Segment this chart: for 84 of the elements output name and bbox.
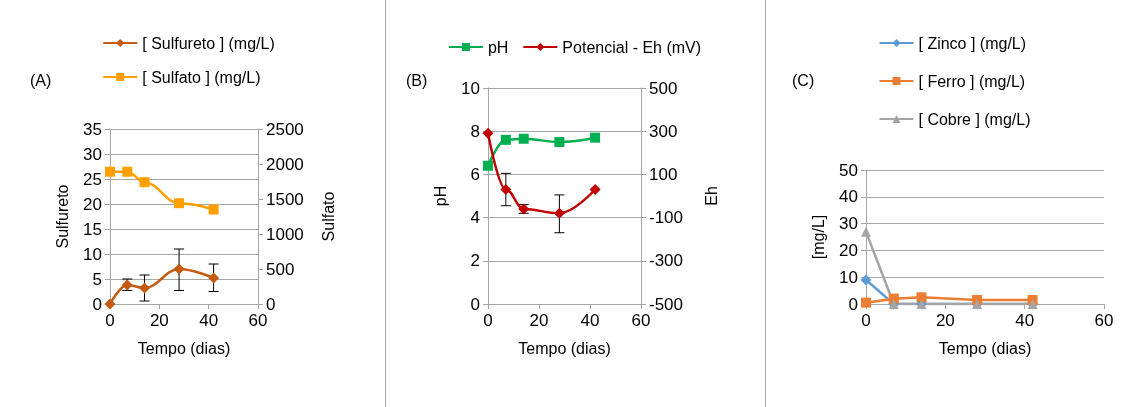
- legend-label: [ Ferro ] (mg/L): [918, 72, 1026, 90]
- y-tick-label: 50: [839, 160, 858, 180]
- x-axis-title: Tempo (dias): [137, 339, 231, 357]
- point: [174, 198, 185, 209]
- y-axis-title: [mg/L]: [809, 214, 827, 260]
- y-tick-label: 10: [461, 78, 480, 98]
- legend-label: [ Sulfureto ] (mg/L): [142, 34, 275, 52]
- y-tick-label: 10: [83, 244, 102, 264]
- point: [554, 137, 565, 147]
- y-tick-label: 0: [848, 294, 858, 314]
- x-tick-label: 0: [105, 311, 115, 330]
- x-tick-label: 60: [631, 311, 651, 330]
- x-tick-label: 20: [149, 311, 169, 330]
- legend-label: [ Cobre ] (mg/L): [918, 110, 1031, 128]
- point: [105, 166, 115, 177]
- y2-tick-label: 2500: [266, 119, 304, 139]
- y2-tick-label: 1500: [266, 189, 304, 209]
- x-tick-label: 20: [529, 311, 549, 330]
- y2-tick-label: 500: [649, 78, 678, 98]
- point: [482, 127, 494, 139]
- point: [916, 292, 927, 303]
- point: [860, 274, 872, 286]
- y-tick-label: 2: [470, 251, 480, 271]
- x-tick-label: 40: [580, 311, 600, 330]
- text: (B): [406, 71, 428, 89]
- y-tick-label: 0: [470, 294, 480, 314]
- legend-label: pH: [487, 38, 509, 56]
- point: [500, 134, 511, 145]
- x-tick-label: 20: [935, 311, 955, 330]
- y2-tick-label: 500: [266, 259, 295, 279]
- y-axis-title: pH: [431, 185, 449, 207]
- legend-label: Potencial - Eh (mV): [562, 38, 702, 56]
- x-tick-label: 60: [1094, 311, 1114, 330]
- y2-tick-label: 100: [649, 164, 678, 184]
- y2-tick-label: 300: [649, 121, 678, 141]
- y-tick-label: 20: [839, 240, 858, 260]
- y2-axis-title: Eh: [702, 186, 720, 206]
- y-tick-label: 4: [470, 208, 480, 228]
- x-tick-label: 60: [248, 311, 268, 330]
- point: [208, 272, 220, 284]
- x-axis-title: Tempo (dias): [518, 339, 611, 357]
- y-axis-title: Sulfureto: [53, 184, 71, 249]
- point: [590, 132, 601, 143]
- legend-label: [ Zinco ] (mg/L): [918, 34, 1027, 52]
- point: [518, 133, 529, 144]
- point: [589, 184, 601, 196]
- point: [553, 207, 565, 219]
- legend-label: [ Sulfato ] (mg/L): [142, 68, 261, 86]
- text: (A): [30, 71, 52, 89]
- x-tick-label: 0: [861, 311, 871, 330]
- y-tick-label: 40: [839, 187, 858, 207]
- y2-tick-label: -100: [649, 208, 684, 228]
- y2-axis-title: Sulfato: [319, 191, 337, 242]
- point: [173, 263, 185, 275]
- y2-tick-label: 2000: [266, 154, 304, 174]
- y-tick-label: 20: [83, 194, 102, 214]
- point: [208, 204, 219, 215]
- x-tick-label: 40: [1015, 311, 1035, 330]
- point: [104, 298, 116, 310]
- point: [139, 282, 151, 294]
- y-tick-label: 35: [83, 119, 102, 139]
- y-tick-label: 30: [839, 214, 858, 234]
- point: [500, 184, 512, 196]
- x-tick-label: 40: [199, 311, 219, 330]
- y-tick-label: 0: [92, 294, 102, 314]
- y-tick-label: 30: [83, 144, 102, 164]
- x-axis-title: Tempo (dias): [938, 339, 1032, 357]
- y2-tick-label: 0: [266, 294, 276, 314]
- point: [861, 297, 871, 308]
- text: (C): [792, 71, 815, 89]
- x-tick-label: 0: [483, 311, 493, 330]
- y-tick-label: 15: [83, 219, 102, 239]
- y-tick-label: 25: [83, 169, 102, 189]
- y-tick-label: 8: [470, 121, 480, 141]
- y-tick-label: 6: [470, 164, 480, 184]
- point: [861, 226, 871, 237]
- y2-tick-label: 1000: [266, 224, 304, 244]
- y2-tick-label: -500: [649, 294, 684, 314]
- point: [122, 166, 133, 177]
- y-tick-label: 5: [92, 269, 102, 289]
- y-tick-label: 10: [839, 267, 858, 287]
- point: [139, 177, 150, 188]
- point: [483, 160, 493, 171]
- y2-tick-label: -300: [649, 251, 684, 271]
